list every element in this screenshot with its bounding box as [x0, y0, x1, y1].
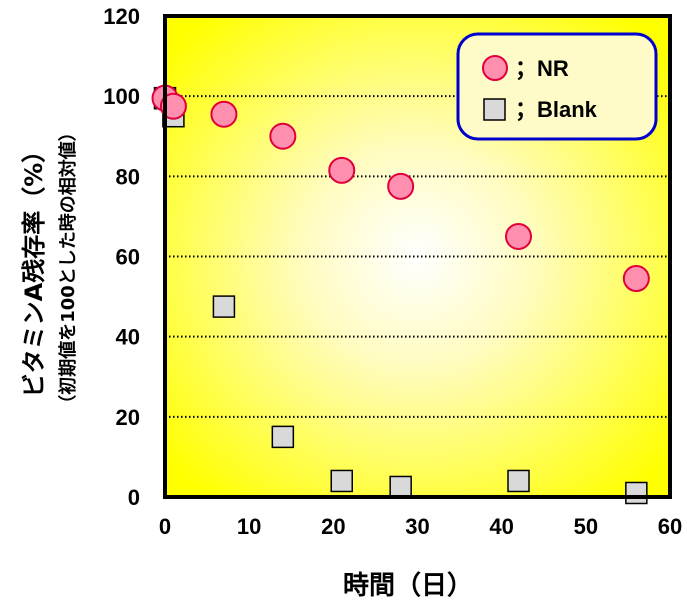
- legend: ；NR ；Blank: [456, 32, 658, 141]
- nr-point: [269, 122, 297, 150]
- y-tick-label: 20: [116, 405, 140, 430]
- grid-lines: [165, 95, 670, 418]
- blank-point: [625, 481, 648, 505]
- x-tick-label: 30: [405, 514, 429, 539]
- tick-labels: 0 20 40 60 80 100 120 0 10 20 30 40 50 60: [103, 4, 682, 539]
- y-axis-title: ビタミンA残存率（%）: [20, 139, 48, 398]
- blank-point: [330, 469, 353, 493]
- nr-point: [210, 100, 238, 128]
- x-tick-label: 0: [159, 514, 171, 539]
- x-axis-title: 時間（日）: [343, 571, 473, 601]
- legend-blank-label: ；Blank: [515, 97, 598, 122]
- y-axis-subtitle: （初期値を100とした時の相対値）: [57, 123, 79, 413]
- nr-point: [159, 92, 187, 120]
- x-tick-label: 60: [658, 514, 682, 539]
- nr-point: [387, 172, 415, 200]
- x-tick-label: 20: [321, 514, 345, 539]
- y-tick-label: 40: [116, 325, 140, 350]
- legend-blank-marker: [483, 98, 506, 121]
- x-tick-label: 40: [489, 514, 513, 539]
- blank-point: [507, 469, 530, 493]
- nr-point: [622, 265, 650, 293]
- legend-nr-marker: [482, 55, 508, 81]
- y-tick-label: 120: [103, 4, 140, 29]
- blank-point: [389, 475, 412, 499]
- data-marks: [151, 84, 650, 505]
- y-tick-label: 100: [103, 84, 140, 109]
- nr-point: [505, 222, 532, 250]
- legend-box: [456, 32, 658, 141]
- y-tick-label: 80: [116, 164, 140, 189]
- plot-frame: [163, 14, 672, 499]
- x-tick-label: 50: [574, 514, 598, 539]
- y-tick-label: 60: [116, 245, 140, 270]
- legend-nr-label: ；NR: [515, 56, 569, 81]
- x-tick-label: 10: [237, 514, 261, 539]
- blank-point: [212, 295, 236, 318]
- blank-point: [271, 425, 295, 449]
- nr-point: [328, 156, 356, 184]
- y-tick-label: 0: [128, 485, 140, 510]
